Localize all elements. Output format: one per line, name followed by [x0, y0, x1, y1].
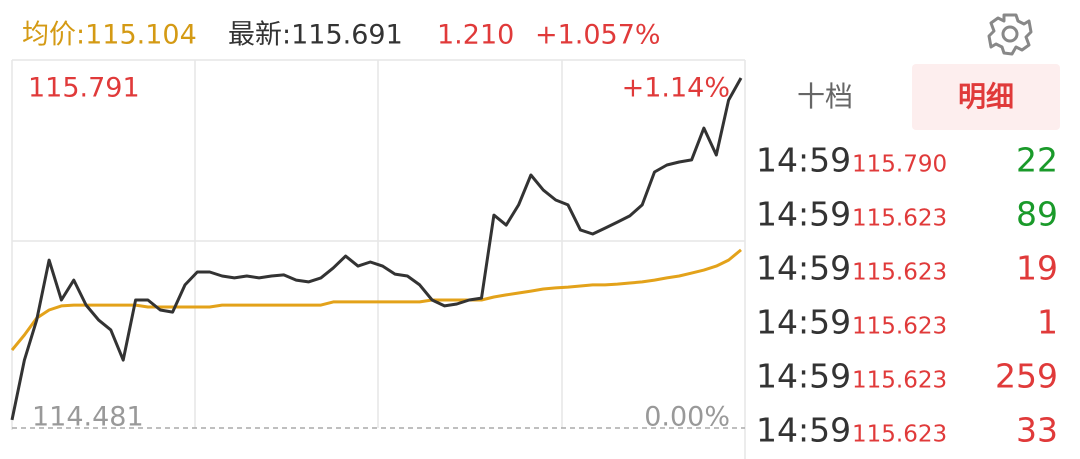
- chart-frame: [11, 59, 746, 459]
- y2-tick-label: 0.00%: [644, 402, 730, 433]
- trade-volume: 19: [1016, 249, 1058, 288]
- trade-time: 14:59: [756, 303, 851, 342]
- trade-time: 14:59: [756, 411, 851, 450]
- settings-icon[interactable]: [987, 13, 1033, 56]
- tab[interactable]: 十档: [797, 80, 853, 113]
- trade-volume: 33: [1016, 411, 1058, 450]
- line-series: [10, 77, 743, 421]
- trade-volume: 1: [1037, 303, 1058, 342]
- trade-time: 14:59: [756, 249, 851, 288]
- y-tick-label: 114.481: [32, 402, 144, 433]
- trade-price: 115.623: [852, 260, 947, 286]
- trade-price: 115.623: [852, 314, 947, 340]
- y-tick-label: 115.791: [28, 73, 140, 104]
- change-pct: +1.057%: [535, 20, 661, 51]
- tab-selected-bg: [912, 64, 1060, 130]
- avg-price: 均价:115.104: [22, 20, 197, 51]
- trade-time: 14:59: [756, 195, 851, 234]
- tab-selected[interactable]: 明细: [958, 80, 1014, 113]
- latest-price: 最新:115.691: [228, 20, 403, 51]
- trade-price: 115.790: [852, 152, 947, 178]
- trade-price: 115.623: [852, 206, 947, 232]
- y2-tick-label: +1.14%: [622, 73, 730, 104]
- trade-volume: 89: [1016, 195, 1058, 234]
- trade-price: 115.623: [852, 368, 947, 394]
- trade-time: 14:59: [756, 141, 851, 180]
- trade-volume: 22: [1016, 141, 1058, 180]
- trade-volume: 259: [995, 357, 1058, 396]
- trade-price: 115.623: [852, 422, 947, 448]
- plot: 114.481 115.791 0.00% +1.14%: [10, 73, 745, 433]
- change: 1.210: [437, 20, 514, 51]
- trade-time: 14:59: [756, 357, 851, 396]
